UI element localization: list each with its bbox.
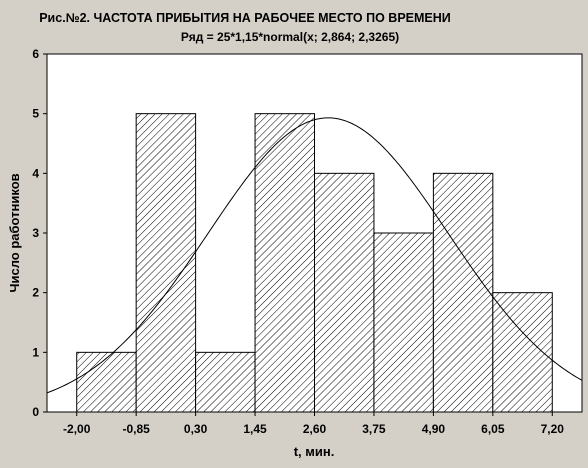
x-axis: -2,00 -0,85 0,30 1,45 2,60 3,75 4,90 6,05 7,20 xyxy=(63,412,564,436)
histogram-bar-5 xyxy=(314,172,375,413)
x-axis-label: t, мин. xyxy=(294,444,335,459)
x-tick-label: -0,85 xyxy=(122,422,150,436)
histogram-bar-7 xyxy=(432,172,494,413)
y-tick-label: 6 xyxy=(32,47,39,61)
y-tick-label: 5 xyxy=(32,107,39,121)
bars-group xyxy=(76,113,553,413)
y-axis-label: Число работников xyxy=(7,173,22,292)
normal-fit-curve xyxy=(47,117,582,394)
x-tick-label: 3,75 xyxy=(362,422,386,436)
y-tick-label: 2 xyxy=(32,286,39,300)
histogram-bar-2 xyxy=(135,113,197,413)
x-tick-label: 7,20 xyxy=(541,422,565,436)
x-tick-label: 6,05 xyxy=(481,422,505,436)
x-tick-label: 2,60 xyxy=(303,422,327,436)
y-tick-label: 1 xyxy=(32,345,39,359)
histogram-bar-1 xyxy=(76,351,137,413)
x-tick-label: 0,30 xyxy=(184,422,208,436)
histogram-bar-6 xyxy=(373,232,434,413)
curve-group xyxy=(47,117,582,394)
x-tick-label: 4,90 xyxy=(422,422,446,436)
histogram-bar-3 xyxy=(195,351,256,413)
chart-subtitle: Ряд = 25*1,15*normal(x; 2,864; 2,3265) xyxy=(181,30,399,44)
x-tick-label: -2,00 xyxy=(63,422,91,436)
histogram-bar-4 xyxy=(254,113,315,413)
chart-title: Рис.№2. ЧАСТОТА ПРИБЫТИЯ НА РАБОЧЕЕ МЕСТ… xyxy=(39,11,451,25)
y-tick-label: 3 xyxy=(32,226,39,240)
y-tick-label: 0 xyxy=(32,405,39,419)
y-axis: 0 1 2 3 4 5 6 xyxy=(32,47,47,419)
y-tick-label: 4 xyxy=(32,166,39,180)
x-tick-label: 1,45 xyxy=(243,422,267,436)
